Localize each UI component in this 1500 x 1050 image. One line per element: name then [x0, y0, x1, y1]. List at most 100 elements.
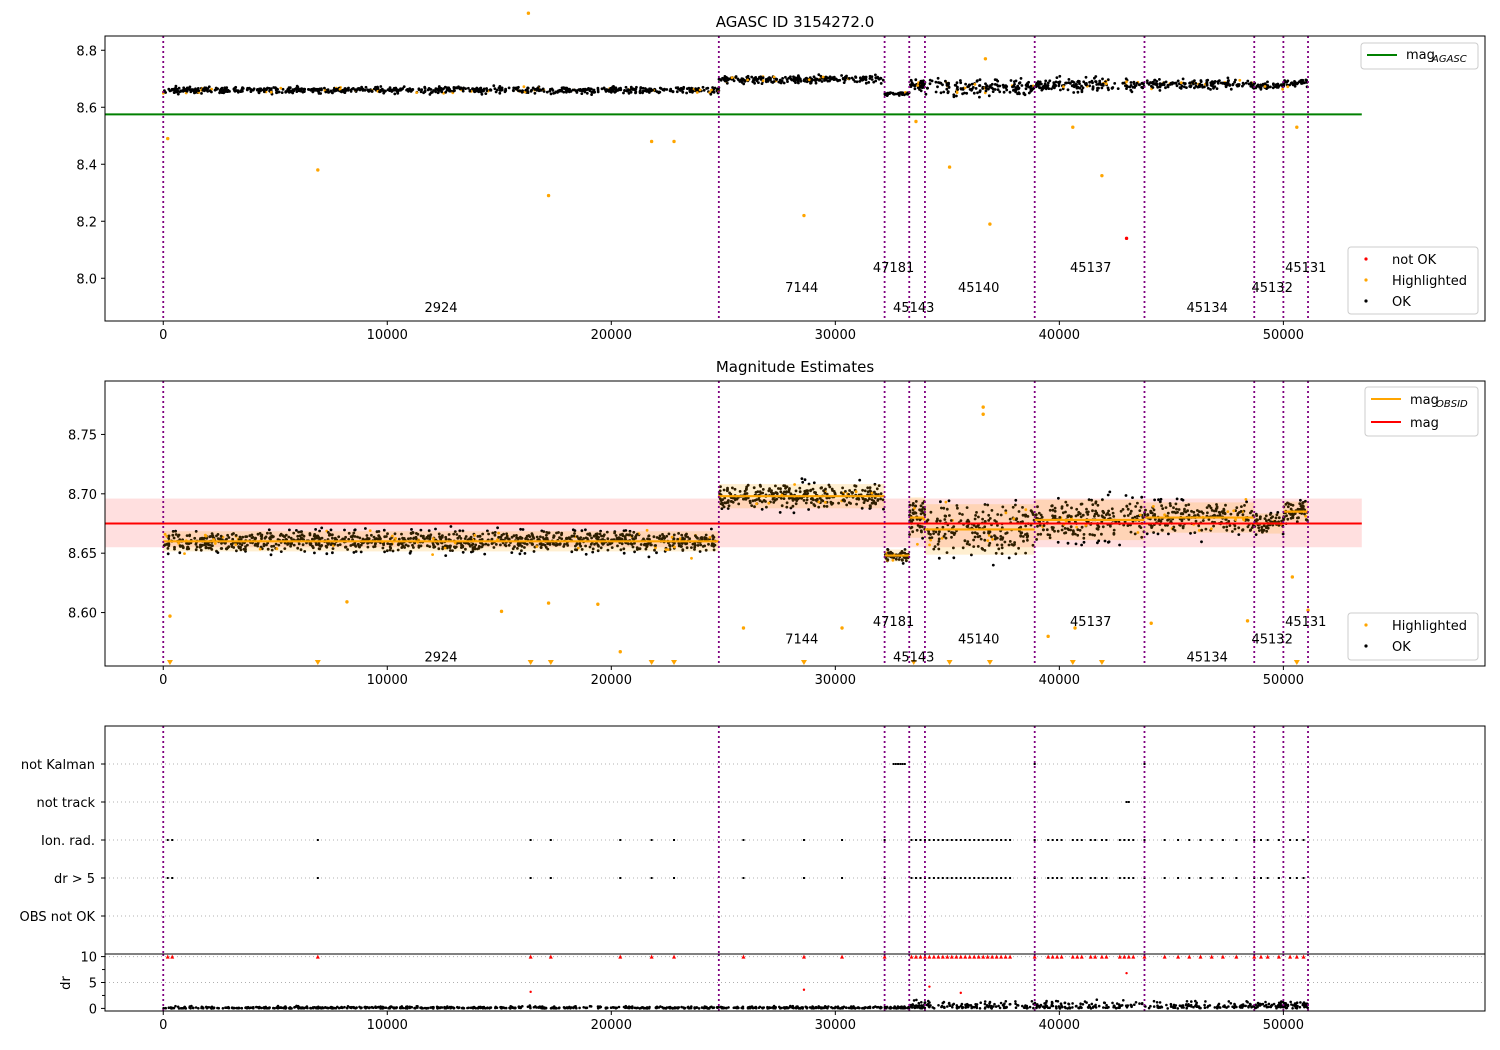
ok-point [976, 79, 979, 82]
ok-point [498, 91, 502, 95]
dr-point [664, 1007, 668, 1010]
ok-point [307, 88, 310, 91]
ok-point [738, 80, 742, 83]
panel-agasc-axes: 8.08.28.48.68.80 10000 20000 30000 40000 5000… [76, 44, 1304, 343]
ok-point [269, 531, 272, 535]
ok-point [300, 530, 303, 533]
dr-point [405, 1005, 408, 1009]
ok-point [623, 89, 626, 92]
dr-point [438, 1006, 442, 1010]
ok-point [921, 84, 925, 88]
ok-point [447, 533, 451, 536]
ok-point [934, 90, 938, 94]
ok-point [359, 543, 363, 547]
ok-point [324, 90, 328, 94]
ok-point [459, 541, 463, 545]
dr-point [432, 1007, 435, 1010]
ok-point [607, 88, 610, 92]
ok-point [1036, 80, 1040, 83]
ok-point [590, 536, 593, 540]
dr-point [436, 1006, 439, 1010]
ok-point [409, 537, 412, 540]
ok-point [353, 535, 357, 538]
dr-point [542, 1006, 546, 1009]
flag-marker [1163, 877, 1166, 879]
panel-mag-estimates-legend-bottom: Highlighted OK [1347, 612, 1479, 661]
ok-point [318, 529, 321, 533]
panel-mag-estimates-legend-top: mag OBSID mag [1364, 386, 1479, 437]
ok-point [876, 75, 880, 79]
ok-point [1019, 77, 1023, 80]
ok-point [909, 83, 912, 87]
ok-point [423, 85, 427, 89]
flag-marker [1100, 839, 1103, 841]
ok-point [426, 88, 430, 92]
ok-point [978, 95, 981, 99]
y-tick-label: 8.8 [76, 44, 97, 59]
x-tick-label: 40000 [1039, 328, 1080, 343]
ok-point [510, 535, 514, 539]
clipped-marker [986, 660, 993, 665]
ok-point [669, 89, 673, 93]
flag-marker [1221, 877, 1224, 879]
ok-point [1249, 81, 1253, 85]
dr-point [553, 1006, 556, 1010]
ok-point [244, 535, 248, 539]
flag-category-label: not track [36, 796, 95, 811]
flag-marker [955, 877, 958, 879]
ok-point [358, 88, 362, 92]
highlighted-point [914, 119, 918, 124]
ok-point [354, 550, 358, 553]
flag-marker [914, 877, 917, 879]
flag-marker [1259, 877, 1262, 879]
ok-point [232, 546, 236, 549]
ok-point [236, 90, 240, 94]
ok-point [411, 88, 414, 92]
highlighted-point [955, 91, 959, 94]
ok-point [818, 79, 821, 82]
ok-point [287, 90, 291, 94]
ok-point [757, 81, 760, 84]
dr-point [682, 1006, 685, 1009]
ok-point [1162, 83, 1166, 87]
ok-point [269, 553, 273, 557]
ok-point [552, 91, 555, 95]
ok-point [290, 542, 293, 546]
ok-point [939, 91, 943, 95]
ok-point [954, 83, 958, 87]
ok-point [736, 77, 740, 81]
ok-point [478, 87, 482, 91]
ok-point [635, 85, 638, 89]
ok-point [211, 535, 215, 539]
ok-point [489, 88, 492, 91]
highlighted-point [664, 548, 668, 551]
obsid-label: 47181 [873, 261, 914, 276]
flag-marker [910, 839, 913, 841]
ok-point [505, 534, 509, 538]
ok-point [657, 91, 661, 95]
ok-point [1249, 84, 1253, 88]
ok-point [1244, 81, 1248, 85]
dr-point [167, 1006, 171, 1009]
ok-point [1106, 78, 1110, 82]
ok-point [868, 77, 872, 80]
dr-point [687, 1006, 691, 1010]
ok-point [1008, 90, 1012, 94]
ok-point [203, 536, 206, 540]
ok-point [1046, 81, 1050, 85]
ok-point [568, 90, 571, 94]
flag-marker [928, 839, 931, 841]
flag-marker [1266, 877, 1269, 879]
obsid-label: 45137 [1070, 615, 1111, 630]
ok-point [939, 500, 942, 504]
clipped-marker [1098, 660, 1105, 665]
flag-marker [1060, 839, 1063, 841]
ok-point [1300, 78, 1304, 82]
y-tick-label: 8.60 [68, 607, 97, 622]
ok-point [1052, 86, 1056, 90]
clipped-marker [547, 660, 554, 665]
ok-point [699, 543, 703, 547]
panel-mag-estimates-data: 2924714447181451434514045137451344513245… [105, 381, 1362, 666]
ok-point [185, 87, 189, 91]
ok-point [1293, 84, 1297, 88]
